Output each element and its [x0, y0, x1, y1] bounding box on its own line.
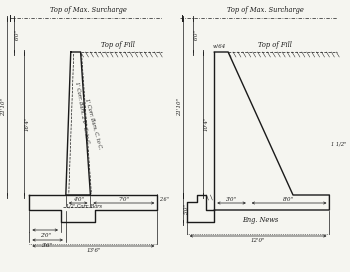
Text: 6'0": 6'0"	[194, 29, 199, 41]
Text: 7'0": 7'0"	[118, 197, 130, 202]
Text: Top of Fill: Top of Fill	[101, 41, 135, 49]
Text: w'64: w'64	[212, 44, 226, 49]
Text: 2'6": 2'6"	[159, 197, 169, 202]
Text: 3'0": 3'0"	[225, 197, 237, 202]
Text: 12'0": 12'0"	[251, 238, 265, 243]
Text: 1/2' Corr. Bars: 1/2' Corr. Bars	[66, 203, 102, 208]
Text: Eng. News: Eng. News	[243, 216, 279, 224]
Text: 4'0": 4'0"	[72, 197, 84, 202]
Text: 6'0": 6'0"	[15, 29, 20, 41]
Text: 1' Corr. Bars, C. to C.: 1' Corr. Bars, C. to C.	[84, 98, 103, 149]
Text: 1 1/2": 1 1/2"	[331, 141, 347, 146]
Text: 8'0": 8'0"	[282, 197, 294, 202]
Text: Top of Fill: Top of Fill	[258, 41, 292, 49]
Text: 2'0": 2'0"	[40, 233, 51, 238]
Text: Top of Max. Surcharge: Top of Max. Surcharge	[227, 6, 304, 14]
Text: 13'6": 13'6"	[86, 248, 100, 253]
Text: Top of Max. Surcharge: Top of Max. Surcharge	[50, 6, 127, 14]
Text: 10'4": 10'4"	[204, 116, 209, 131]
Text: 21'10": 21'10"	[177, 97, 182, 116]
Text: 21'10": 21'10"	[1, 97, 6, 116]
Text: 3'6": 3'6"	[42, 243, 53, 248]
Text: 1' Corr. Bars, 2'0" C. to C.: 1' Corr. Bars, 2'0" C. to C.	[75, 82, 91, 145]
Text: 16'4": 16'4"	[25, 116, 30, 131]
Text: 5'0": 5'0"	[184, 203, 189, 214]
